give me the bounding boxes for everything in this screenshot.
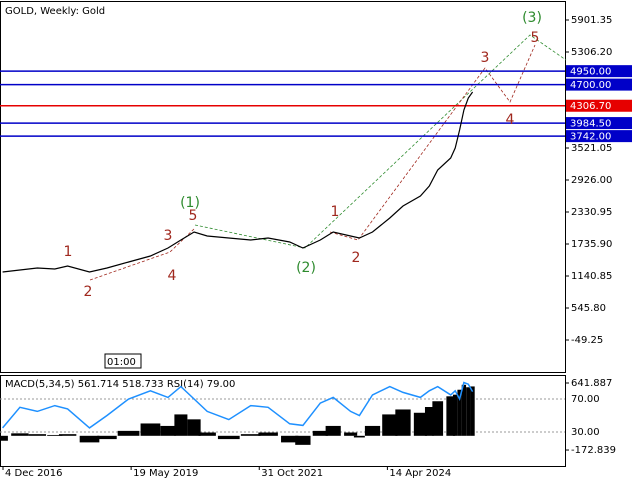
wave-label: 3	[164, 228, 173, 244]
price-line	[2, 91, 474, 273]
price-level-label: 4700.00	[570, 80, 611, 91]
macd-bar	[47, 434, 63, 436]
macd-bar	[0, 435, 8, 441]
macd-bar	[452, 394, 458, 436]
wave-guide	[329, 44, 536, 241]
wave-label: 2	[352, 250, 361, 266]
wave-guide	[194, 34, 567, 249]
macd-bar	[295, 435, 311, 445]
price-level-box	[566, 78, 632, 91]
x-tick-label: 4 Dec 2016	[5, 468, 63, 479]
macd-bar	[11, 433, 29, 436]
macd-bar	[217, 435, 240, 440]
price-level-label: 4950.00	[570, 67, 611, 78]
time-label: 01:00	[107, 357, 136, 368]
macd-bar	[240, 434, 261, 436]
wave-label: 2	[84, 284, 93, 300]
macd-bar	[79, 435, 100, 443]
price-level-box	[566, 117, 632, 130]
y-tick-label: -49.25	[571, 335, 603, 346]
macd-bar	[466, 387, 471, 436]
macd-bar	[58, 434, 77, 436]
macd-bar	[281, 435, 299, 443]
x-tick-label: 31 Oct 2021	[261, 468, 323, 479]
wave-label: 1	[331, 204, 340, 220]
macd-bar	[432, 401, 444, 436]
wave-label: (2)	[296, 260, 316, 276]
wave-label: 4	[506, 112, 515, 128]
wave-label: (1)	[180, 195, 200, 211]
y-tick-label: 1735.90	[571, 239, 612, 250]
wave-label: (3)	[522, 10, 542, 26]
time-box	[104, 353, 142, 369]
macd-bar	[28, 434, 47, 436]
y2-tick-label: 30.00	[571, 427, 600, 438]
wave-label: 5	[531, 30, 540, 46]
main-frame	[0, 1, 566, 373]
y-tick-label: -172.839	[571, 445, 616, 456]
macd-bar	[344, 432, 358, 436]
macd-bar	[187, 419, 201, 436]
macd-bar	[174, 414, 188, 436]
macd-bar	[364, 425, 381, 436]
macd-bar	[382, 414, 398, 436]
macd-bar	[353, 435, 365, 438]
y-tick-label: 545.80	[571, 303, 606, 314]
price-level-box	[566, 65, 632, 78]
price-level-box	[566, 130, 632, 143]
macd-bar	[160, 425, 176, 436]
y-tick-label: 5306.20	[571, 47, 612, 58]
y-tick-label: 3521.05	[571, 143, 612, 154]
macd-bar	[446, 396, 456, 436]
indicator-title: MACD(5,34,5) 561.714 518.733 RSI(14) 79.…	[5, 379, 235, 390]
macd-bar	[395, 409, 411, 436]
macd-bar	[258, 432, 278, 436]
x-tick-label: 19 May 2019	[133, 468, 198, 479]
macd-bar	[461, 384, 467, 436]
macd-bar	[198, 432, 216, 436]
y-tick-label: 2926.00	[571, 175, 612, 186]
y-tick-label: 2330.95	[571, 207, 612, 218]
macd-bar	[413, 412, 428, 436]
price-level-label: 3984.50	[570, 119, 611, 130]
price-level-label: 4306.70	[570, 101, 611, 112]
y-tick-label: 1140.85	[571, 271, 612, 282]
price-level-box	[566, 99, 632, 112]
macd-bar	[470, 386, 475, 436]
y2-tick-label: 70.00	[571, 394, 600, 405]
macd-bar	[97, 435, 117, 440]
macd-bar	[117, 430, 140, 436]
wave-label: 3	[481, 50, 490, 66]
macd-bar	[312, 430, 328, 436]
price-level-label: 3742.00	[570, 132, 611, 143]
macd-bar	[140, 423, 161, 436]
wave-label: 5	[189, 208, 198, 224]
macd-bar	[457, 389, 462, 436]
rsi-line	[2, 381, 474, 429]
x-tick-label: 14 Apr 2024	[389, 468, 451, 479]
wave-label: 4	[168, 268, 177, 284]
macd-bar	[424, 407, 434, 436]
y-tick-label: 5901.35	[571, 15, 612, 26]
chart-title: GOLD, Weekly: Gold	[5, 6, 105, 17]
wave-label: 1	[64, 244, 73, 260]
y-tick-label: 641.887	[571, 378, 612, 389]
macd-bar	[325, 425, 341, 436]
